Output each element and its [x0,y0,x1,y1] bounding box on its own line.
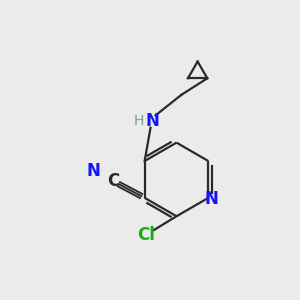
Text: C: C [107,172,119,190]
Text: H: H [134,114,144,128]
Text: N: N [145,112,159,130]
Text: N: N [87,162,101,180]
Text: Cl: Cl [136,226,154,244]
Text: N: N [205,190,219,208]
